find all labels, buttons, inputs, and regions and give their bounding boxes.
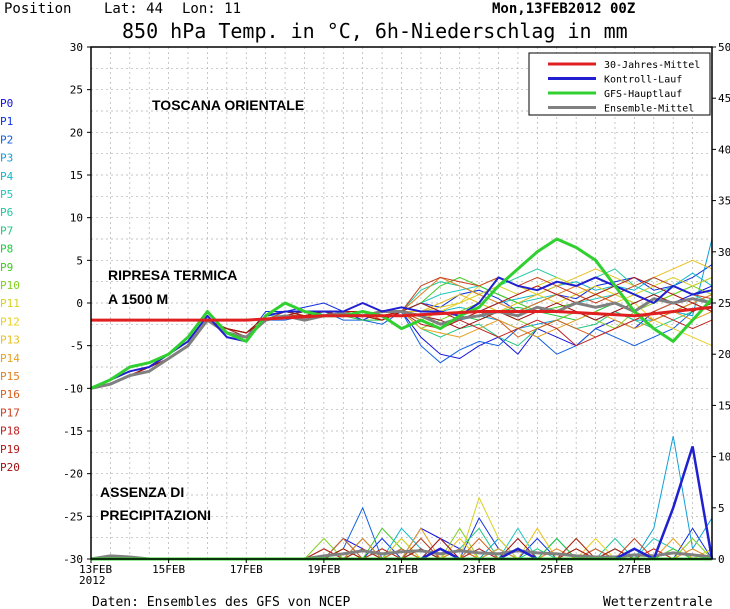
region-annotation: TOSCANA ORIENTALE bbox=[152, 97, 304, 113]
y-left-tick-label: 30 bbox=[70, 41, 83, 54]
dry-annotation-line1: ASSENZA DI bbox=[100, 484, 184, 500]
footer-source: Daten: Ensembles des GFS von NCEP bbox=[92, 595, 350, 609]
y-left-tick-label: 0 bbox=[76, 297, 83, 310]
legend-label: GFS-Hauptlauf bbox=[604, 89, 682, 100]
member-labels: P0 P1 P2 P3 P4 P5 P6 P7 P8 P9 P10 P11 P12 P13 P14 P15 P1… bbox=[0, 97, 20, 474]
y-axis-right: 0 5 10 15 20 25 30 35 40 45 50 bbox=[712, 41, 730, 566]
member-label: P1 bbox=[0, 115, 13, 128]
y-axis-left: -30 -25 -20 -15 -10 -5 0 5 10 15 20 25 30 bbox=[63, 41, 91, 566]
y-left-tick-label: -5 bbox=[70, 340, 83, 353]
y-right-tick-label: 50 bbox=[718, 41, 730, 54]
footer-brand: Wetterzentrale bbox=[603, 595, 713, 609]
dry-annotation-line2: PRECIPITAZIONI bbox=[100, 507, 211, 523]
y-right-tick-label: 15 bbox=[718, 399, 730, 412]
legend: 30-Jahres-Mittel Kontroll-Lauf GFS-Hauptla… bbox=[528, 52, 711, 116]
x-tick-label: 23FEB bbox=[463, 563, 496, 576]
y-left-tick-label: 20 bbox=[70, 126, 83, 139]
y-right-tick-label: 10 bbox=[718, 451, 730, 464]
y-right-tick-label: 25 bbox=[718, 297, 730, 310]
y-left-tick-label: 15 bbox=[70, 169, 83, 182]
member-label: P12 bbox=[0, 315, 20, 328]
member-label: P16 bbox=[0, 388, 20, 401]
x-axis: 13FEB2012 15FEB 17FEB 19FEB 21FEB 23FEB 25FEB 2… bbox=[79, 559, 651, 587]
y-left-tick-label: 5 bbox=[76, 254, 83, 267]
main-series-lines bbox=[90, 237, 714, 390]
member-label: P13 bbox=[0, 334, 20, 347]
grid bbox=[90, 46, 713, 560]
chart-title: 850 hPa Temp. in °C, 6h-Niederschlag in … bbox=[122, 19, 628, 43]
x-tick-label: 15FEB bbox=[152, 563, 185, 576]
member-label: P5 bbox=[0, 188, 13, 201]
run-label: Mon,13FEB2012 00Z bbox=[492, 1, 635, 17]
legend-label: 30-Jahres-Mittel bbox=[604, 60, 700, 71]
temperature-ensemble-mittel-line bbox=[90, 297, 713, 390]
lon-label: Lon: 11 bbox=[182, 1, 241, 17]
x-tick-label: 27FEB bbox=[618, 563, 651, 576]
y-left-tick-label: -20 bbox=[63, 468, 83, 481]
member-label: P15 bbox=[0, 370, 20, 383]
x-tick-label: 25FEB bbox=[540, 563, 573, 576]
member-label: P14 bbox=[0, 352, 20, 365]
temperature-gfs-hauptlauf-line bbox=[90, 237, 714, 390]
legend-label: Ensemble-Mittel bbox=[604, 104, 694, 115]
member-label: P3 bbox=[0, 152, 13, 165]
member-label: P6 bbox=[0, 206, 13, 219]
legend-label: Kontroll-Lauf bbox=[604, 75, 682, 86]
member-label: P0 bbox=[0, 97, 13, 110]
y-left-tick-label: 10 bbox=[70, 212, 83, 225]
x-tick-label: 17FEB bbox=[230, 563, 263, 576]
y-right-tick-label: 30 bbox=[718, 246, 730, 259]
y-right-tick-label: 20 bbox=[718, 348, 730, 361]
x-tick-sublabel: 2012 bbox=[79, 574, 106, 587]
member-label: P7 bbox=[0, 224, 13, 237]
lat-label: Lat: 44 bbox=[104, 1, 163, 17]
x-tick-label: 21FEB bbox=[385, 563, 418, 576]
position-label: Position bbox=[4, 1, 71, 17]
y-right-tick-label: 0 bbox=[718, 553, 725, 566]
warming-annotation-line2: A 1500 M bbox=[108, 291, 168, 307]
member-label: P9 bbox=[0, 261, 13, 274]
y-right-tick-label: 5 bbox=[718, 502, 725, 515]
y-right-tick-label: 45 bbox=[718, 92, 730, 105]
temperature-kontroll-lauf-line bbox=[90, 276, 713, 390]
y-left-tick-label: -30 bbox=[63, 553, 83, 566]
member-label: P10 bbox=[0, 279, 20, 292]
x-tick-label: 19FEB bbox=[307, 563, 340, 576]
member-label: P4 bbox=[0, 170, 14, 183]
x-tick-label: 13FEB bbox=[79, 563, 112, 576]
y-left-tick-label: 25 bbox=[70, 84, 83, 97]
warming-annotation-line1: RIPRESA TERMICA bbox=[108, 267, 237, 283]
y-right-tick-label: 35 bbox=[718, 195, 730, 208]
y-left-tick-label: -25 bbox=[63, 510, 83, 523]
member-label: P18 bbox=[0, 425, 20, 438]
member-label: P19 bbox=[0, 443, 20, 456]
member-label: P17 bbox=[0, 406, 20, 419]
y-left-tick-label: -15 bbox=[63, 425, 83, 438]
member-label: P2 bbox=[0, 133, 13, 146]
member-label: P8 bbox=[0, 243, 13, 256]
member-label: P11 bbox=[0, 297, 20, 310]
y-right-tick-label: 40 bbox=[718, 143, 730, 156]
member-label: P20 bbox=[0, 461, 20, 474]
y-left-tick-label: -10 bbox=[63, 382, 83, 395]
temperature-30-jahres-mittel-line bbox=[91, 305, 713, 322]
